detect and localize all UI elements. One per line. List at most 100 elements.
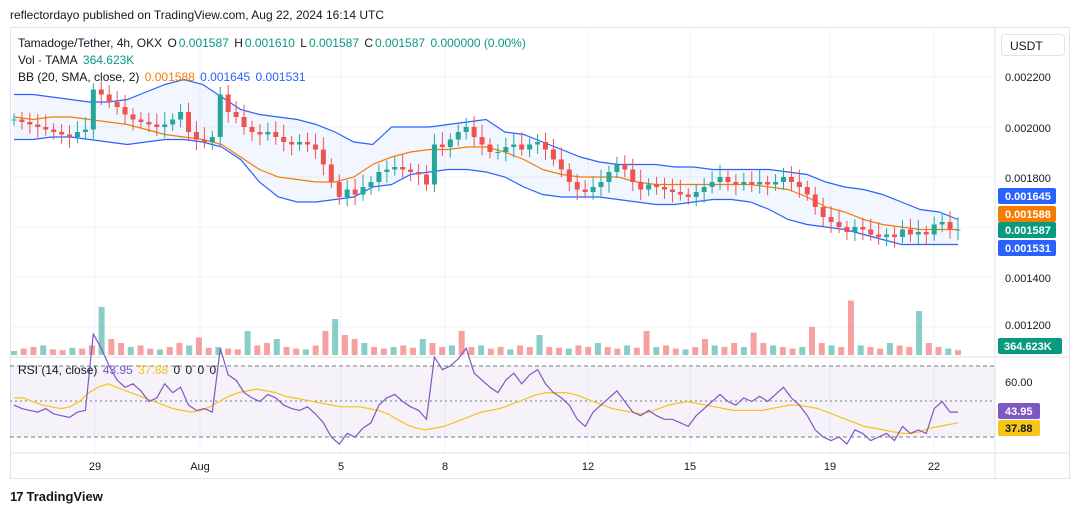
volume-legend[interactable]: Vol · TAMA 364.623K: [18, 53, 136, 67]
svg-text:37.88: 37.88: [1005, 423, 1033, 435]
candle: [384, 169, 390, 172]
volume-bar: [828, 345, 835, 355]
price-badge-lower: 0.001531: [998, 240, 1056, 256]
candle: [27, 122, 33, 125]
volume-bar: [604, 347, 611, 355]
candle: [82, 129, 88, 132]
candle: [773, 182, 779, 185]
volume-bar: [293, 348, 300, 355]
candle: [868, 229, 874, 235]
ohlc-change: 0.000000 (0.00%): [430, 36, 526, 50]
volume-bar: [215, 347, 222, 355]
candle: [273, 132, 279, 137]
candle: [907, 229, 913, 235]
ohlc-close: 0.001587: [375, 36, 426, 50]
rsi-extra: 0: [173, 363, 181, 377]
candle: [114, 102, 120, 107]
candle: [931, 224, 937, 235]
candle: [915, 232, 921, 235]
price-tick: 0.002000: [1005, 123, 1051, 135]
volume-bar: [711, 345, 718, 355]
volume-bar: [624, 345, 631, 355]
svg-text:43.95: 43.95: [1005, 406, 1033, 418]
rsi-line: [13, 332, 958, 446]
candle: [209, 137, 215, 142]
candle: [281, 137, 287, 142]
price-badge-upper: 0.001645: [998, 188, 1056, 204]
ohlc-low: 0.001587: [308, 36, 360, 50]
bb-lower-value: 0.001531: [255, 70, 306, 84]
volume-bar: [371, 347, 378, 355]
time-label: 15: [684, 461, 696, 473]
candle: [622, 164, 628, 170]
candle: [582, 189, 588, 192]
candle: [59, 132, 65, 135]
candle: [225, 94, 231, 112]
price-tick: 0.001400: [1005, 273, 1051, 285]
rsi-extra: 0: [209, 363, 217, 377]
rsi-ma-line: [14, 383, 959, 434]
volume-bar: [127, 347, 134, 355]
volume-bar: [176, 343, 183, 355]
tradingview-logo-icon: 17: [10, 489, 24, 504]
candle: [265, 132, 271, 135]
candle: [336, 182, 342, 197]
candle: [495, 152, 501, 153]
volume-bar: [283, 347, 290, 355]
candle: [503, 147, 509, 152]
candle: [519, 144, 525, 150]
ohlc-low-label: L: [300, 36, 307, 50]
volume-bar: [507, 349, 514, 355]
rsi-ma-badge: 37.88: [998, 420, 1040, 436]
volume-bar: [410, 347, 417, 355]
volume-bar: [682, 349, 689, 355]
volume-bar: [575, 345, 582, 355]
volume-bar: [916, 311, 923, 355]
candle: [923, 232, 929, 235]
candle: [590, 187, 596, 192]
volume-bar: [721, 347, 728, 355]
candle: [836, 222, 842, 227]
volume-bar: [419, 339, 426, 355]
candle: [51, 129, 57, 132]
symbol-title: Tamadoge/Tether, 4h, OKX: [18, 36, 163, 50]
candle: [416, 172, 422, 175]
volume-bar: [906, 347, 913, 355]
volume-bar: [20, 348, 27, 355]
candle: [788, 177, 794, 182]
volume-bar: [818, 343, 825, 355]
time-axis[interactable]: 29 Aug 5 8 12 15 19 22: [89, 461, 940, 473]
price-axis[interactable]: 0.002200 0.002000 0.001800 0.001400 0.00…: [1005, 72, 1051, 332]
candle: [892, 234, 898, 237]
candle: [130, 114, 136, 120]
candle: [820, 207, 826, 217]
rsi-legend[interactable]: RSI (14, close) 43.95 37.88 0 0 0 0: [18, 363, 218, 377]
volume-bar: [205, 347, 212, 355]
candle: [812, 194, 818, 207]
tradingview-footer[interactable]: 17 TradingView: [10, 489, 103, 504]
volume-bar: [312, 345, 319, 355]
symbol-legend[interactable]: Tamadoge/Tether, 4h, OKX O 0.001587 H 0.00…: [18, 36, 528, 50]
candle: [947, 222, 953, 230]
rsi-badge: 43.95: [998, 403, 1040, 419]
bb-legend[interactable]: BB (20, SMA, close, 2) 0.001588 0.001645…: [18, 70, 308, 84]
time-label: 29: [89, 461, 101, 473]
volume-bar: [137, 345, 144, 355]
volume-bar: [244, 331, 251, 355]
candle: [860, 227, 866, 230]
candle: [598, 182, 604, 187]
volume-bar: [264, 343, 271, 355]
candle: [368, 182, 374, 187]
price-badge-basis: 0.001588: [998, 206, 1056, 222]
candle: [899, 229, 905, 237]
volume-bar: [643, 331, 650, 355]
candle: [535, 142, 541, 145]
svg-text:364.623K: 364.623K: [1004, 341, 1052, 353]
candle: [289, 142, 295, 145]
grid-lines: [10, 27, 995, 453]
volume-bar: [11, 351, 17, 355]
time-label: 22: [928, 461, 940, 473]
candle: [463, 127, 469, 132]
currency-button[interactable]: USDT: [1001, 34, 1065, 56]
